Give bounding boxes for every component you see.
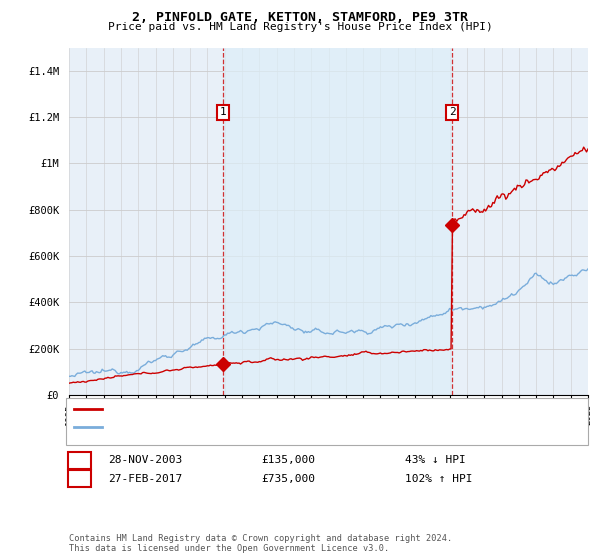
Text: 27-FEB-2017: 27-FEB-2017	[108, 474, 182, 484]
Text: HPI: Average price, detached house, Rutland: HPI: Average price, detached house, Rutl…	[106, 422, 359, 432]
Text: £735,000: £735,000	[261, 474, 315, 484]
Text: Price paid vs. HM Land Registry's House Price Index (HPI): Price paid vs. HM Land Registry's House …	[107, 22, 493, 32]
Bar	[223, 48, 452, 395]
Text: 28-NOV-2003: 28-NOV-2003	[108, 455, 182, 465]
Text: 1: 1	[220, 108, 227, 118]
Text: 2: 2	[76, 474, 83, 484]
Text: 2, PINFOLD GATE, KETTON, STAMFORD, PE9 3TR: 2, PINFOLD GATE, KETTON, STAMFORD, PE9 3…	[132, 11, 468, 24]
Text: 2, PINFOLD GATE, KETTON, STAMFORD, PE9 3TR (detached house): 2, PINFOLD GATE, KETTON, STAMFORD, PE9 3…	[106, 404, 453, 414]
Text: Contains HM Land Registry data © Crown copyright and database right 2024.
This d: Contains HM Land Registry data © Crown c…	[69, 534, 452, 553]
Text: 1: 1	[76, 455, 83, 465]
Text: 102% ↑ HPI: 102% ↑ HPI	[405, 474, 473, 484]
Text: 2: 2	[449, 108, 455, 118]
Text: 43% ↓ HPI: 43% ↓ HPI	[405, 455, 466, 465]
Text: £135,000: £135,000	[261, 455, 315, 465]
